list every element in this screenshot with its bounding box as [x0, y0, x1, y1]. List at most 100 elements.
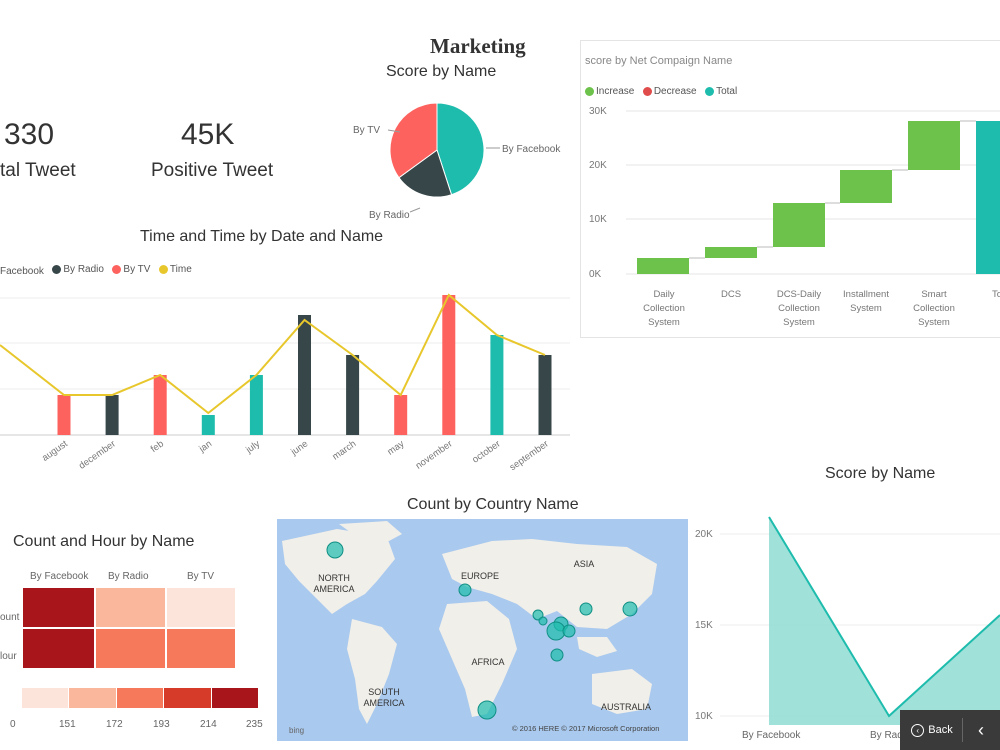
map-bubble: [562, 624, 576, 638]
x-tick: july: [243, 438, 262, 456]
y-tick: 0K: [589, 269, 602, 280]
back-button[interactable]: ‹ Back: [906, 710, 958, 750]
waterfall-bar: [976, 121, 1000, 274]
x-tick: Collection: [913, 303, 955, 314]
kpi-positive-tweet-value: 45K: [181, 118, 235, 151]
waterfall-chart[interactable]: 30K 20K 10K 0K Daily Collection System DCS…: [581, 41, 1000, 337]
heatmap-col-label: By Facebook: [30, 571, 89, 582]
legend-item-decrease: Decrease: [642, 86, 697, 97]
page-title: Marketing: [430, 34, 526, 58]
kpi-total-tweet-value: 330: [4, 118, 55, 151]
pie-slice-by-facebook[interactable]: [436, 102, 485, 196]
map-bubble: [477, 700, 497, 720]
x-tick: june: [288, 438, 310, 458]
heatmap-title: Count and Hour by Name: [13, 533, 195, 550]
map-label: EUROPE: [461, 571, 499, 581]
x-tick: december: [77, 438, 118, 471]
scale-label: 151: [59, 719, 76, 730]
x-tick: Collection: [778, 303, 820, 314]
heatmap-grid[interactable]: [22, 587, 236, 669]
x-tick: september: [508, 438, 551, 473]
heatmap-cell[interactable]: [95, 628, 166, 669]
x-tick: System: [648, 317, 680, 328]
x-tick: november: [414, 438, 455, 471]
heatmap-row-label: lour: [0, 651, 17, 662]
map-label: AFRICA: [471, 657, 504, 667]
x-tick: Installment: [843, 289, 889, 300]
map-visual[interactable]: NORTH AMERICA EUROPE ASIA AFRICA SOUTH A…: [277, 519, 688, 741]
pie-label-radio: By Radio: [369, 210, 410, 221]
combo-bar[interactable]: [153, 375, 167, 435]
map-copyright: © 2016 HERE © 2017 Microsoft Corporation: [512, 724, 659, 733]
combo-bar[interactable]: [538, 355, 552, 435]
combo-bar[interactable]: [490, 335, 504, 435]
pie-slice-by-tv[interactable]: [389, 102, 438, 179]
pie-chart-title: Score by Name: [386, 63, 497, 80]
map-label: AUSTRALIA: [601, 702, 651, 712]
map-bubble: [546, 621, 566, 641]
y-tick: 10K: [695, 711, 713, 722]
x-tick: october: [470, 438, 502, 465]
chevron-left-icon[interactable]: ‹: [978, 719, 984, 740]
legend-item-total: Total: [705, 86, 737, 97]
back-circle-icon: ‹: [911, 723, 925, 737]
scale-label: 235: [246, 719, 263, 730]
heatmap-cell[interactable]: [95, 587, 166, 628]
x-tick: Smart: [921, 289, 947, 300]
waterfall-card: score by Net Compaign Name Increase Decr…: [580, 40, 1000, 338]
combo-bar[interactable]: [442, 295, 456, 435]
map-label: SOUTH: [368, 687, 400, 697]
combo-bar[interactable]: [249, 375, 263, 435]
combo-bar[interactable]: [57, 395, 71, 435]
x-tick: Daily: [653, 289, 674, 300]
waterfall-bar: [705, 247, 757, 258]
combo-bar[interactable]: [298, 315, 311, 435]
x-tick: march: [330, 438, 358, 462]
x-tick: By Facebook: [742, 730, 801, 741]
map-label: NORTH: [318, 573, 350, 583]
x-tick: DCS: [721, 289, 741, 300]
map-bubble: [622, 601, 638, 617]
waterfall-bar: [773, 203, 825, 247]
y-tick: 30K: [589, 106, 607, 117]
x-tick: System: [850, 303, 882, 314]
combo-chart[interactable]: august december feb jan july june march may nove…: [0, 285, 575, 485]
pie-slice-by-radio[interactable]: [398, 149, 453, 198]
bing-logo: bing: [289, 726, 304, 735]
combo-bar[interactable]: [394, 395, 408, 435]
legend-item-tv: By TV: [112, 264, 150, 275]
heatmap-col-label: By Radio: [108, 571, 149, 582]
scale-label: 214: [200, 719, 217, 730]
kpi-positive-tweet-label: Positive Tweet: [151, 160, 274, 181]
legend-item-increase: Increase: [585, 86, 634, 97]
pie-chart[interactable]: By TV By Facebook By Radio: [340, 90, 580, 230]
x-tick: jan: [196, 438, 214, 455]
combo-legend: Facebook By Radio By TV Time: [0, 261, 196, 279]
area-fill: [769, 517, 1000, 725]
map-label: ASIA: [574, 559, 595, 569]
waterfall-bar: [840, 170, 892, 203]
combo-bar[interactable]: [346, 355, 360, 435]
legend-item-time: Time: [158, 264, 192, 275]
area-chart-title: Score by Name: [825, 465, 936, 482]
map-label: AMERICA: [313, 584, 354, 594]
map-bubble: [458, 583, 472, 597]
x-tick: System: [918, 317, 950, 328]
pie-label-tv: By TV: [353, 125, 380, 136]
heatmap-row-label: ount: [0, 612, 20, 623]
heatmap-cell[interactable]: [22, 628, 95, 669]
combo-bar[interactable]: [201, 415, 215, 435]
map-bubble: [579, 602, 593, 616]
back-label: Back: [928, 724, 953, 736]
map-title: Count by Country Name: [407, 496, 579, 513]
map-label: AMERICA: [363, 698, 404, 708]
heatmap-cell[interactable]: [166, 587, 236, 628]
combo-bar[interactable]: [105, 395, 119, 435]
x-tick: By Rad: [870, 730, 903, 741]
heatmap-cell[interactable]: [22, 587, 95, 628]
waterfall-bar: [637, 258, 689, 274]
heatmap-cell[interactable]: [166, 628, 236, 669]
combo-chart-title: Time and Time by Date and Name: [140, 228, 384, 245]
x-tick: august: [40, 438, 70, 464]
y-tick: 20K: [589, 160, 607, 171]
